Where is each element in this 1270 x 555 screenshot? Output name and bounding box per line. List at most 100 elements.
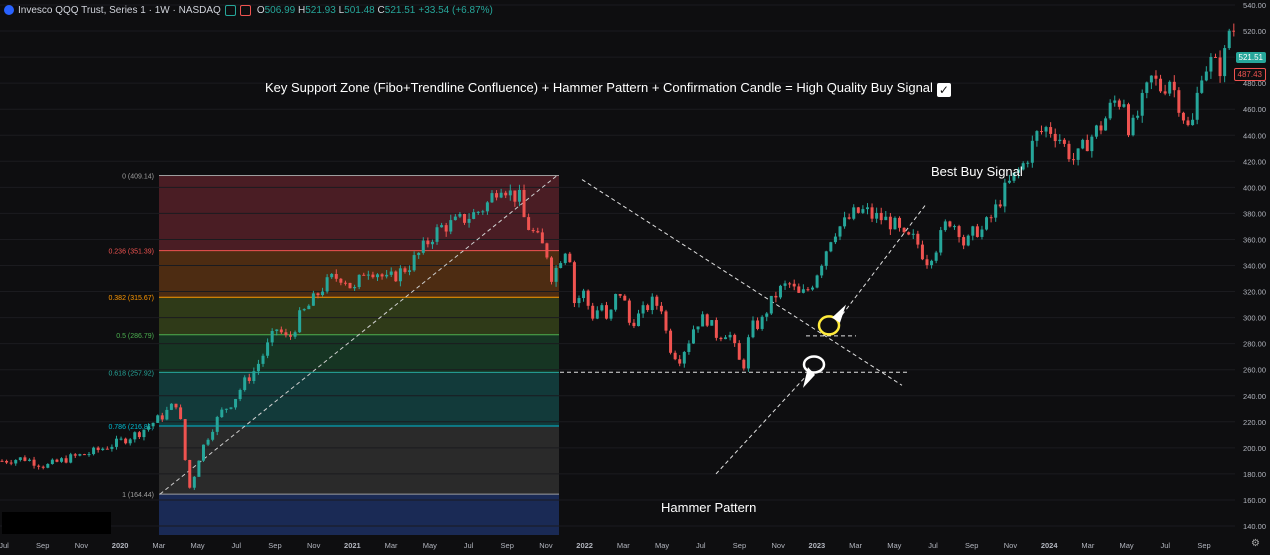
candle-body [1200, 80, 1204, 93]
time-tick-label: Jul [928, 541, 938, 550]
candle-body [1062, 139, 1066, 144]
candle-body [705, 314, 709, 326]
time-tick-label: 2021 [344, 541, 361, 550]
candle-body [362, 274, 366, 276]
candle-body [495, 193, 499, 198]
candle-body [504, 192, 508, 196]
time-tick-label: Mar [152, 541, 165, 550]
candle-body [1053, 133, 1057, 142]
candle-body [37, 465, 41, 467]
candle-body [1085, 139, 1089, 152]
candle-body [829, 242, 833, 252]
candle-body [87, 454, 91, 456]
eye-icon[interactable] [224, 4, 236, 16]
candle-body [884, 216, 888, 221]
time-tick-label: May [887, 541, 901, 550]
price-axis[interactable]: 140.00 160.00 180.00 200.00 220.00 240.00 260.… [1235, 0, 1270, 535]
price-tick-label: 380.00 [1243, 209, 1266, 218]
candle-body [385, 274, 389, 277]
candle-body [96, 447, 100, 451]
candle-body [550, 257, 554, 282]
checkmark-icon: ✓ [936, 83, 951, 97]
candle-body [490, 193, 494, 203]
candle-body [902, 227, 906, 233]
candle-body [788, 283, 792, 285]
axis-settings-icon[interactable]: ⚙ [1251, 538, 1260, 549]
candle-body [1159, 78, 1163, 92]
rising-trendline [159, 175, 558, 495]
candle-body [774, 295, 778, 298]
candle-body [1168, 81, 1172, 94]
candle-body [572, 262, 576, 304]
candle-body [458, 214, 462, 217]
candle-body [197, 460, 201, 477]
candle-body [353, 287, 357, 289]
candle-body [325, 277, 329, 292]
previous-close-tag: 487.43 [1233, 68, 1266, 81]
candle-body [1012, 172, 1016, 181]
candle-body [156, 415, 160, 423]
time-tick-label: Jul [696, 541, 706, 550]
candle-body [247, 377, 251, 382]
candle-body [920, 244, 924, 260]
candle-body [582, 290, 586, 299]
candle-body [293, 332, 297, 337]
fibonacci-retracement[interactable]: 0 (409.14) 0.236 (351.39) 0.382 (315.67) 0.… [108, 173, 559, 535]
candle-body [939, 230, 943, 253]
candle-body [664, 311, 668, 331]
candle-body [169, 403, 173, 410]
candle-body [811, 287, 815, 290]
candle-body [201, 444, 205, 461]
candle-body [1131, 117, 1135, 136]
candle-body [444, 225, 448, 232]
chart-headline: Key Support Zone (Fibo+Trendline Conflue… [265, 80, 951, 97]
candle-body [220, 409, 224, 418]
fib-zone [159, 334, 559, 373]
candle-body [998, 204, 1002, 207]
candle-body [778, 285, 782, 298]
candle-body [1140, 92, 1144, 116]
candle-body [975, 226, 979, 237]
candle-body [971, 226, 975, 236]
time-tick-label: Mar [1081, 541, 1094, 550]
time-tick-label: Jul [231, 541, 241, 550]
candle-body [160, 415, 164, 420]
candle-body [1090, 136, 1094, 152]
candle-body [1058, 139, 1062, 142]
candlestick-series [0, 23, 1236, 490]
candle-body [69, 454, 73, 463]
candle-body [110, 446, 114, 449]
candle-body [888, 216, 892, 230]
candle-body [985, 217, 989, 230]
best-buy-annotation: Best Buy Signal [931, 164, 1023, 179]
candle-body [179, 407, 183, 420]
candle-body [1122, 104, 1126, 107]
candle-body [27, 459, 31, 461]
close-icon[interactable] [239, 4, 251, 16]
trend-lines[interactable] [159, 175, 926, 495]
candle-body [18, 457, 22, 461]
candle-body [508, 190, 512, 196]
time-tick-label: Mar [849, 541, 862, 550]
candle-body [843, 217, 847, 227]
time-axis[interactable]: Jul Sep Nov 2020 Mar May Jul Sep Nov 2021 Mar May Ju… [0, 541, 1211, 550]
candle-body [9, 462, 13, 464]
time-tick-label: 2022 [576, 541, 593, 550]
best-buy-pointer-line [841, 205, 926, 316]
candle-body [151, 422, 155, 427]
candle-body [1186, 120, 1190, 126]
time-tick-label: Sep [1197, 541, 1210, 550]
candle-body [64, 458, 68, 463]
candle-body [1227, 30, 1231, 49]
fib-level-label: 1 (164.44) [122, 492, 154, 499]
candle-body [1145, 82, 1149, 93]
symbol-title[interactable]: Invesco QQQ Trust, Series 1 · 1W · NASDA… [18, 4, 221, 16]
candle-body [797, 286, 801, 293]
candle-body [499, 192, 503, 198]
candle-body [1195, 92, 1199, 120]
candle-body [861, 209, 865, 213]
candle-body [527, 217, 531, 230]
candle-body [1154, 75, 1158, 79]
time-tick-label: 2024 [1041, 541, 1059, 550]
